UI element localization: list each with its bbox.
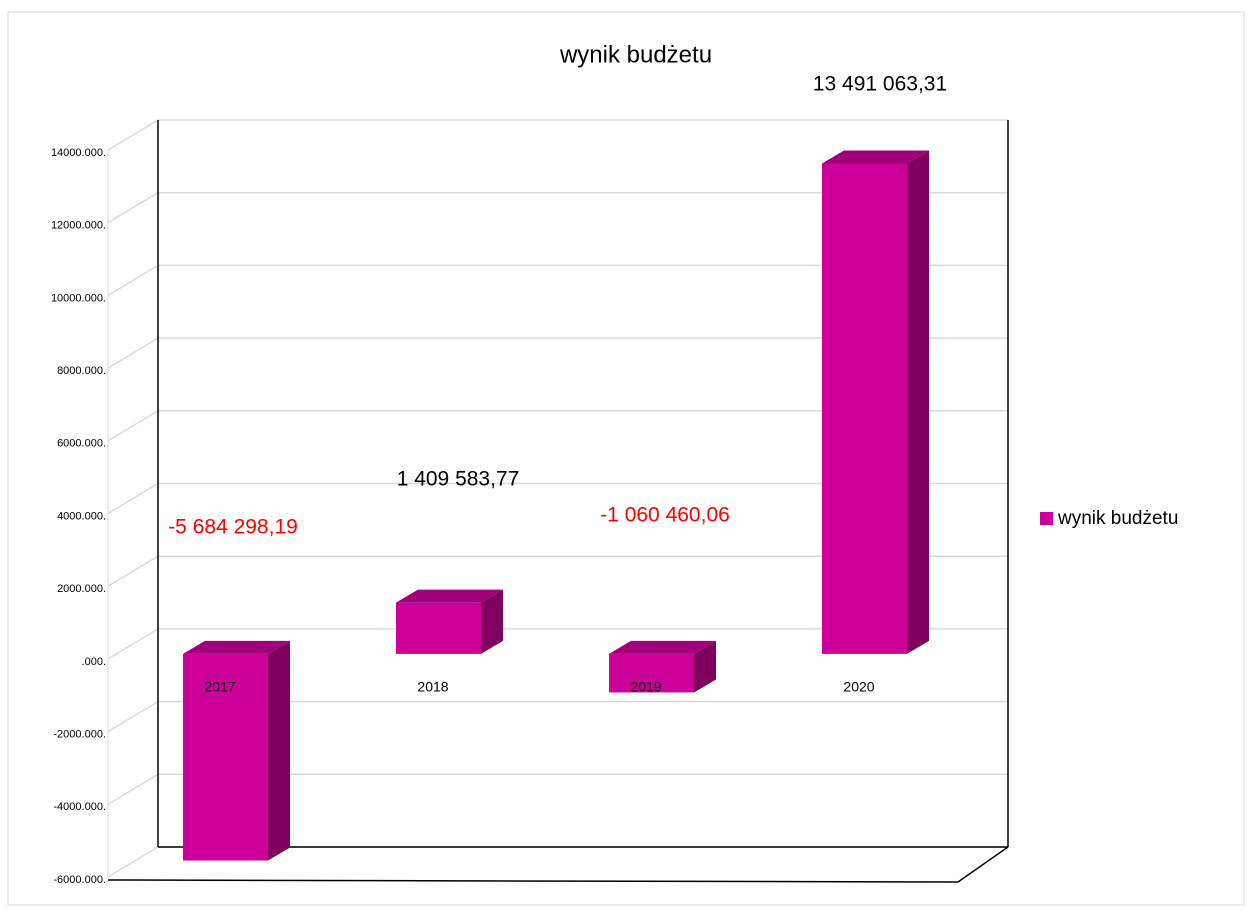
bar-top bbox=[183, 640, 290, 654]
bar-top bbox=[396, 589, 503, 603]
bar bbox=[609, 653, 694, 693]
axis bbox=[957, 846, 1009, 883]
grid-line bbox=[107, 773, 159, 805]
bar-top bbox=[822, 150, 929, 164]
y-tick-label: 8000.000. bbox=[57, 365, 106, 377]
y-tick-label: 14000.000. bbox=[51, 147, 106, 159]
grid-line bbox=[107, 337, 159, 369]
bar-side bbox=[907, 150, 929, 654]
grid-line bbox=[107, 410, 159, 442]
bar-side bbox=[481, 589, 503, 654]
bar-top bbox=[609, 640, 716, 654]
y-tick-label: 12000.000. bbox=[51, 220, 106, 232]
value-label: -5 684 298,19 bbox=[168, 516, 298, 539]
bar-side bbox=[268, 640, 290, 861]
grid-line bbox=[107, 700, 159, 733]
legend-label: wynik budżetu bbox=[1057, 508, 1178, 529]
bar bbox=[396, 602, 481, 654]
grid-line bbox=[107, 846, 159, 878]
y-tick-label: .000. bbox=[82, 656, 106, 668]
value-label: 13 491 063,31 bbox=[813, 73, 947, 96]
y-tick-label: 10000.000. bbox=[51, 292, 106, 304]
grid-line bbox=[107, 555, 159, 587]
y-tick-label: -2000.000. bbox=[53, 729, 106, 741]
y-tick-label: 2000.000. bbox=[57, 583, 106, 595]
grid-line bbox=[107, 628, 159, 660]
chart-title: wynik budżetu bbox=[559, 41, 712, 68]
bar bbox=[183, 653, 268, 861]
bar-side bbox=[694, 640, 716, 693]
y-tick-label: -4000.000. bbox=[53, 801, 106, 813]
y-tick-label: 6000.000. bbox=[57, 438, 106, 450]
y-tick-label: 4000.000. bbox=[57, 510, 106, 522]
x-tick-label: 2020 bbox=[843, 679, 874, 695]
grid-line bbox=[107, 192, 159, 224]
x-tick-label: 2018 bbox=[417, 679, 448, 695]
value-label: -1 060 460,06 bbox=[600, 504, 730, 527]
value-label: 1 409 583,77 bbox=[397, 468, 520, 491]
x-tick-label: 2017 bbox=[204, 679, 235, 695]
bar bbox=[822, 163, 907, 654]
legend-swatch bbox=[1040, 512, 1053, 525]
grid-line bbox=[107, 264, 159, 297]
grid-line bbox=[107, 482, 159, 515]
y-tick-label: -6000.000. bbox=[53, 874, 106, 886]
axis bbox=[107, 879, 959, 883]
grid-line bbox=[107, 119, 159, 151]
x-tick-label: 2019 bbox=[630, 679, 661, 695]
